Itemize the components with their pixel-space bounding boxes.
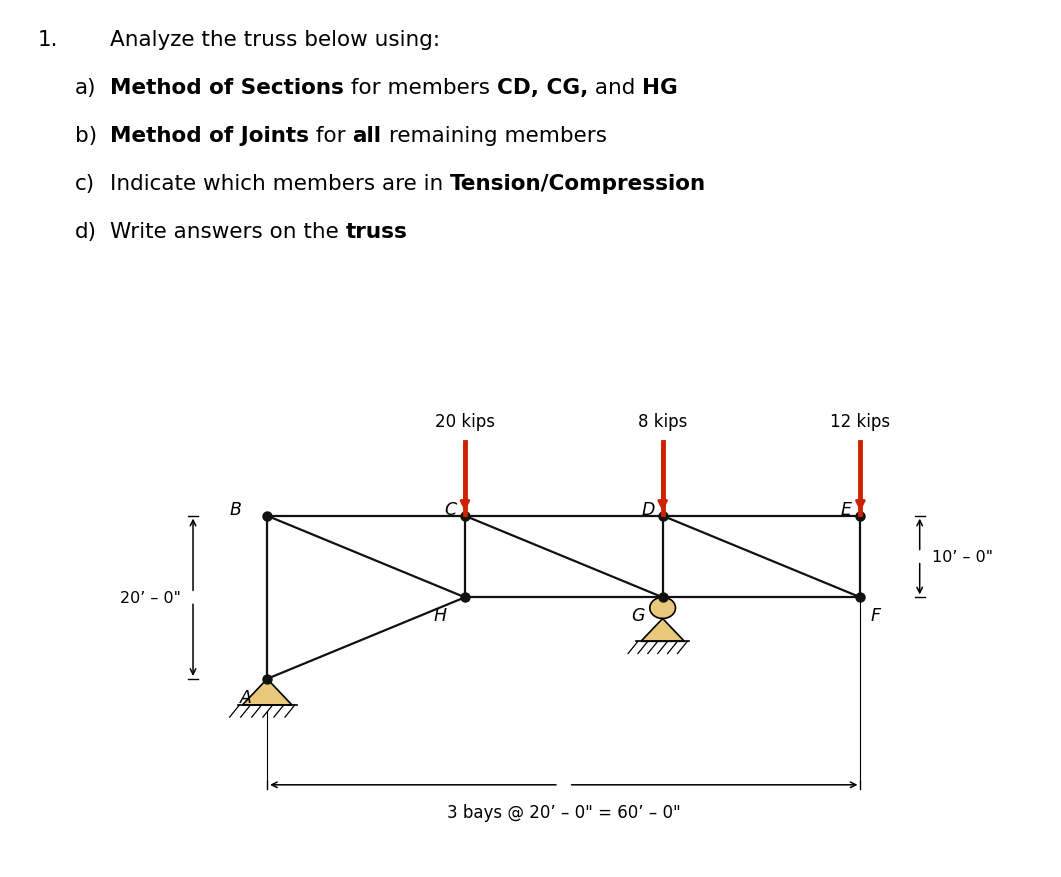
Text: H: H [434, 607, 447, 624]
Text: Method of Sections: Method of Sections [110, 78, 344, 98]
Text: all: all [352, 126, 382, 146]
Text: Tension/Compression: Tension/Compression [450, 174, 707, 194]
Text: Method of Joints: Method of Joints [110, 126, 309, 146]
Text: for: for [309, 126, 352, 146]
Text: for members: for members [344, 78, 497, 98]
Text: D: D [641, 501, 655, 518]
Text: CD, CG,: CD, CG, [497, 78, 588, 98]
Circle shape [649, 597, 676, 619]
Text: C: C [443, 501, 456, 518]
Text: Indicate which members are in: Indicate which members are in [110, 174, 450, 194]
Text: 20 kips: 20 kips [435, 413, 494, 431]
Polygon shape [243, 679, 292, 705]
Text: 3 bays @ 20’ – 0" = 60’ – 0": 3 bays @ 20’ – 0" = 60’ – 0" [447, 802, 681, 821]
Text: and: and [588, 78, 642, 98]
Text: a): a) [75, 78, 97, 98]
Polygon shape [641, 619, 684, 642]
Text: G: G [631, 607, 645, 624]
Text: 8 kips: 8 kips [638, 413, 688, 431]
Text: d): d) [75, 222, 97, 242]
Text: c): c) [75, 174, 95, 194]
Text: truss: truss [346, 222, 407, 242]
Text: remaining members: remaining members [382, 126, 607, 146]
Text: E: E [840, 501, 851, 518]
Text: F: F [870, 607, 881, 624]
Text: A: A [240, 688, 251, 706]
Text: Analyze the truss below using:: Analyze the truss below using: [110, 30, 440, 50]
Text: HG: HG [642, 78, 678, 98]
Text: 12 kips: 12 kips [831, 413, 890, 431]
Text: B: B [229, 501, 242, 518]
Text: b): b) [75, 126, 98, 146]
Text: 20’ – 0": 20’ – 0" [120, 590, 181, 605]
Text: 10’ – 0": 10’ – 0" [932, 549, 992, 565]
Text: 1.: 1. [38, 30, 58, 50]
Text: Write answers on the: Write answers on the [110, 222, 346, 242]
